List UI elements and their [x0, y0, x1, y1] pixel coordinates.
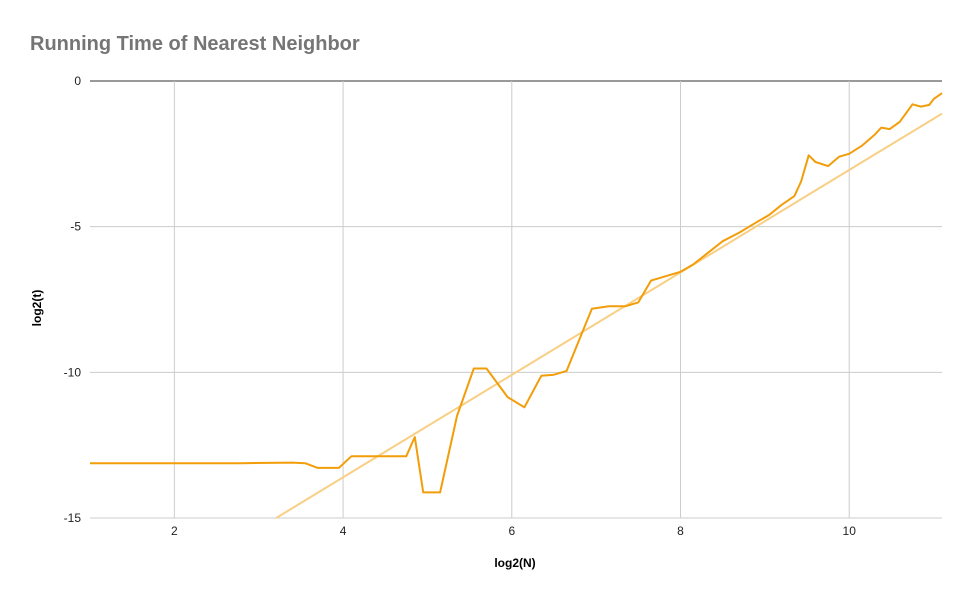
- y-tick-label: 0: [74, 74, 81, 88]
- y-axis-label: log2(t): [30, 290, 44, 327]
- plot-area: [90, 92, 943, 519]
- series-line: [90, 92, 943, 494]
- y-axis-ticks: 0 -5 -10 -15: [64, 74, 82, 525]
- x-tick-label: 4: [340, 524, 347, 538]
- trendline: [275, 112, 943, 519]
- y-tick-label: -15: [64, 511, 82, 525]
- x-tick-label: 2: [171, 524, 178, 538]
- x-tick-label: 10: [843, 524, 857, 538]
- x-tick-label: 6: [508, 524, 515, 538]
- chart-title: Running Time of Nearest Neighbor: [30, 33, 360, 55]
- x-axis-ticks: 2 4 6 8 10: [171, 524, 856, 538]
- x-tick-label: 8: [677, 524, 684, 538]
- y-tick-label: -5: [70, 220, 81, 234]
- x-axis-label: log2(N): [494, 556, 535, 570]
- y-tick-label: -10: [64, 365, 82, 379]
